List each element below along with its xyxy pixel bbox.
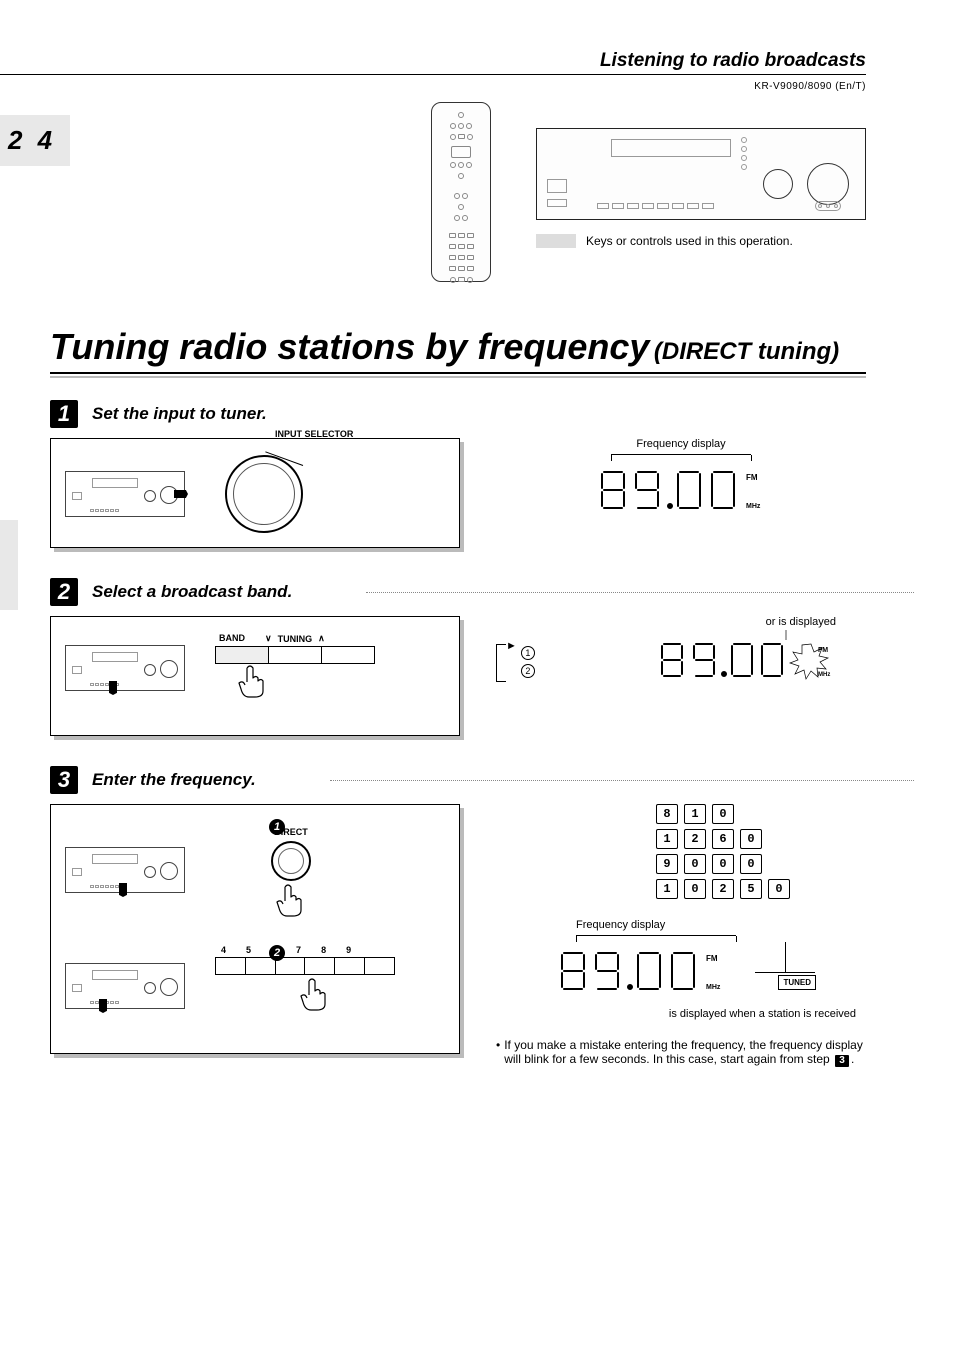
chevron-down-icon: ∨: [265, 633, 272, 644]
footnote-line1: If you make a mistake entering the frequ…: [504, 1038, 863, 1052]
page-number: 2 4: [8, 125, 56, 155]
mini-receiver-icon: [65, 471, 185, 517]
page-number-box: 2 4: [0, 115, 70, 166]
receiver-diagram: Keys or controls used in this operation.: [536, 102, 866, 248]
step-3-text: Enter the frequency.: [92, 770, 256, 790]
step-1-text: Set the input to tuner.: [92, 404, 267, 424]
svg-text:MHz: MHz: [706, 984, 721, 991]
bullet-2: 2: [269, 945, 285, 961]
mini-receiver-icon: [65, 645, 185, 691]
step-3-num: 3: [50, 766, 78, 794]
bracket-icon: [496, 644, 506, 682]
step-3-right: 8 1 0 1 2 6 0 9 0 0 0 1 0: [496, 804, 866, 1067]
step-2-display: ► 1 2 or is displayed: [496, 616, 866, 689]
freq-display-label: Frequency display: [551, 438, 811, 450]
seven-seg-icon: FM MHz: [556, 947, 726, 1002]
step-2-num: 2: [50, 578, 78, 606]
input-selector-knob-icon: [225, 455, 303, 533]
chevron-up-icon: ∧: [318, 633, 325, 644]
page-header: Listening to radio broadcasts KR-V9090/8…: [0, 50, 914, 92]
hand-press-icon: [271, 881, 311, 921]
input-selector-label: INPUT SELECTOR: [275, 429, 375, 439]
step-ref-icon: 3: [835, 1055, 849, 1067]
step-1-figure: INPUT SELECTOR: [50, 438, 460, 548]
model-number: KR-V9090/8090 (En/T): [0, 81, 866, 92]
main-title: Tuning radio stations by frequency (DIRE…: [50, 326, 914, 368]
title-sub: (DIRECT tuning): [654, 338, 839, 365]
reference-diagrams: Keys or controls used in this operation.: [0, 92, 914, 292]
or-displayed-text: or is displayed: [535, 616, 866, 628]
hand-press-icon: [233, 662, 273, 702]
mini-receiver-icon: [65, 847, 185, 893]
step-3-header: 3 Enter the frequency.: [50, 766, 914, 794]
step-1-display: Frequency display: [496, 438, 866, 521]
freq-display-label-2: Frequency display: [576, 919, 776, 931]
tuned-indicator: TUNED: [778, 975, 816, 990]
band-label: BAND: [219, 633, 245, 644]
manual-page: Listening to radio broadcasts KR-V9090/8…: [0, 0, 954, 1351]
received-note: is displayed when a station is received: [496, 1008, 866, 1020]
title-main: Tuning radio stations by frequency: [50, 326, 649, 367]
svg-text:FM: FM: [706, 954, 718, 963]
circled-numbers: 1 2: [521, 646, 535, 678]
keys-note-text: Keys or controls used in this operation.: [586, 234, 793, 248]
direct-label: DIRECT: [241, 827, 341, 837]
tuned-leader-line: [785, 942, 786, 972]
step-1-num: 1: [50, 400, 78, 428]
direct-dial-icon: [271, 841, 311, 881]
footnote: • If you make a mistake entering the fre…: [496, 1038, 866, 1067]
seven-seg-icon: FM MHz: [596, 466, 766, 521]
svg-text:FM: FM: [746, 473, 758, 482]
step-2-text: Select a broadcast band.: [92, 582, 292, 602]
keypad-examples: 8 1 0 1 2 6 0 9 0 0 0 1 0: [496, 804, 866, 899]
side-tab: [0, 520, 18, 610]
svg-text:MHz: MHz: [746, 503, 761, 510]
step-1-header: 1 Set the input to tuner.: [50, 400, 914, 428]
remote-diagram: [416, 102, 506, 292]
bullet-1: 1: [269, 819, 285, 835]
step-3-figure: 1 DIRECT 2: [50, 804, 460, 1054]
mini-receiver-icon: [65, 963, 185, 1009]
highlight-swatch: [536, 234, 576, 248]
footnote-line2: will blink for a few seconds. In this ca…: [504, 1052, 829, 1066]
title-rule: [50, 372, 866, 378]
svg-text:MHz: MHz: [818, 672, 830, 678]
numeric-key-bar: [215, 957, 395, 975]
numeric-key-labels: 4 5 6 7 8 9: [215, 945, 395, 955]
dotted-rule: [330, 780, 914, 781]
step-2-header: 2 Select a broadcast band.: [50, 578, 914, 606]
seven-seg-burst-icon: FM MHz: [646, 630, 846, 684]
hand-press-icon: [295, 975, 335, 1015]
section-title: Listening to radio broadcasts: [0, 50, 866, 75]
tuning-label: TUNING: [278, 634, 313, 644]
svg-text:FM: FM: [818, 647, 828, 654]
dotted-rule: [366, 592, 914, 593]
step-2-figure: BAND ∨ TUNING ∧: [50, 616, 460, 736]
